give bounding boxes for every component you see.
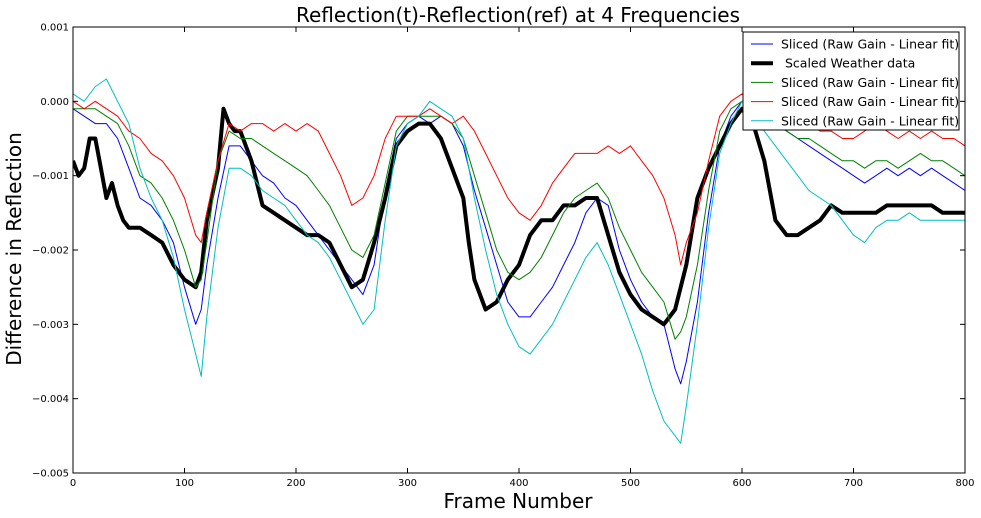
y-axis-label: Difference in Reflection — [2, 132, 26, 366]
x-tick-label: 500 — [621, 478, 640, 489]
y-tick-label: −0.001 — [32, 171, 69, 182]
chart-title: Reflection(t)-Reflection(ref) at 4 Frequ… — [296, 3, 740, 27]
series-group — [73, 78, 965, 444]
x-tick-label: 0 — [70, 478, 76, 489]
plot-area — [73, 78, 965, 444]
x-tick-label: 400 — [509, 478, 528, 489]
x-tick-label: 100 — [175, 478, 194, 489]
legend-entry: Scaled Weather data — [781, 56, 915, 71]
legend-box — [742, 31, 960, 131]
legend-entry: Sliced (Raw Gain - Linear fit) — [781, 94, 959, 109]
x-tick-label: 600 — [732, 478, 751, 489]
legend-entry: Sliced (Raw Gain - Linear fit) — [781, 37, 959, 52]
y-tick-label: −0.004 — [32, 394, 69, 405]
x-axis-label: Frame Number — [443, 489, 593, 513]
y-tick-label: −0.002 — [32, 246, 69, 257]
legend-entry: Sliced (Raw Gain - Linear fit) — [781, 75, 959, 90]
x-tick-label: 700 — [844, 478, 863, 489]
y-tick-label: 0.001 — [40, 23, 69, 34]
series-line-2 — [73, 106, 965, 327]
legend: Sliced (Raw Gain - Linear fit) Scaled We… — [742, 31, 960, 131]
y-tick-label: −0.003 — [32, 320, 69, 331]
y-tick-label: −0.005 — [32, 469, 69, 480]
series-line-3 — [73, 100, 965, 340]
x-tick-label: 300 — [398, 478, 417, 489]
x-tick-label: 200 — [286, 478, 305, 489]
legend-entry: Sliced (Raw Gain - Linear fit) — [781, 113, 959, 128]
series-line-5 — [73, 78, 965, 444]
series-line-1 — [73, 100, 965, 385]
x-tick-label: 800 — [955, 478, 974, 489]
y-tick-label: 0.000 — [40, 97, 69, 108]
axes: 0 100 200 300 400 500 600 700 800 0.001 0.000 −0.00… — [32, 23, 975, 490]
